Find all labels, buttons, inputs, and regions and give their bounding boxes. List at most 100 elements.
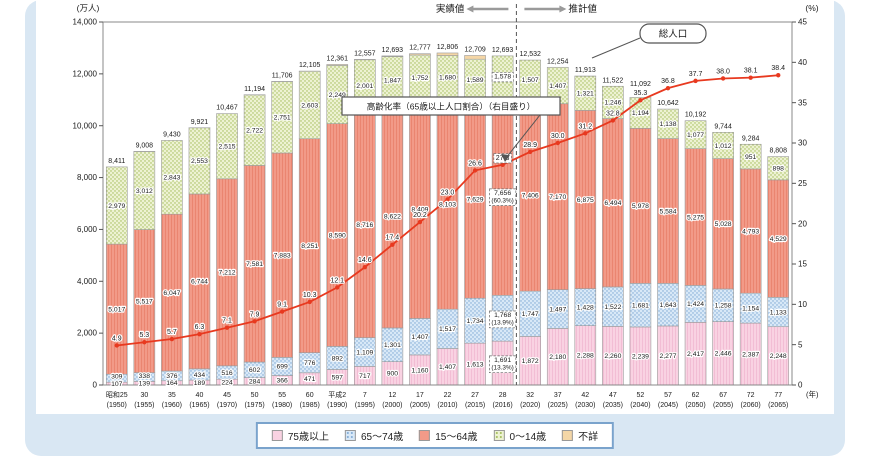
- aging-rate-point: [720, 76, 726, 81]
- segment-value-label: 6,875: [577, 197, 594, 204]
- segment-value-label: 1,301: [384, 342, 401, 349]
- legend-item-75plus: 75歳以上: [271, 428, 329, 443]
- highlight-box: [489, 310, 517, 329]
- right-axis-tick-label: 30: [798, 139, 807, 148]
- segment-value-label: 7,212: [219, 270, 236, 277]
- right-axis-tick-label: 40: [798, 58, 807, 67]
- total-label: 12,532: [519, 51, 541, 58]
- segment-value-label: 1,768: [494, 312, 511, 319]
- projection-arrow-head-icon: [559, 5, 567, 13]
- total-population-callout-label: 総人口: [659, 28, 688, 40]
- segment-value-label: 2,553: [191, 158, 208, 165]
- x-axis-year-label: (2055): [713, 402, 733, 409]
- rate-label: 10.3: [303, 292, 317, 299]
- segment-value-label: 139: [139, 380, 151, 387]
- legend-label-65to74: 65～74歳: [360, 432, 404, 443]
- total-label: 9,430: [163, 131, 181, 138]
- x-axis-era-label: 40: [196, 392, 204, 399]
- total-label: 12,254: [547, 58, 569, 65]
- segment-value-label: 1,258: [715, 303, 732, 310]
- segment-value-label: 1,872: [522, 358, 539, 365]
- bar-segment-0to14: [712, 132, 734, 159]
- x-axis-year-label: (2030): [575, 402, 595, 409]
- x-axis-era-label: 67: [719, 392, 727, 399]
- segment-value-label: 717: [359, 373, 371, 380]
- left-axis-tick-label: 6,000: [77, 225, 98, 234]
- aging-rate-point: [472, 168, 478, 173]
- segment-value-label: 1,424: [687, 301, 704, 308]
- total-label: 12,361: [327, 55, 349, 62]
- x-axis-era-label: 12: [388, 392, 396, 399]
- rate-label: 9.1: [277, 302, 287, 309]
- right-axis-tick-label: 5: [798, 340, 803, 349]
- right-axis-tick-label: 45: [798, 18, 807, 27]
- segment-value-label: 2,277: [659, 353, 676, 360]
- segment-value-label: 284: [249, 379, 261, 386]
- total-label: 9,744: [714, 123, 732, 130]
- rate-label: 28.9: [523, 142, 537, 149]
- aging-rate-point: [169, 336, 175, 342]
- rate-label: 5.3: [139, 332, 149, 339]
- segment-pct-label: (13.3%): [491, 364, 513, 371]
- segment-value-label: 7,656: [494, 190, 511, 197]
- rate-label: 26.6: [468, 160, 482, 167]
- total-callout-leader: [591, 37, 641, 59]
- bar-segment-unknown: [381, 55, 404, 57]
- segment-value-label: 1,522: [604, 304, 621, 311]
- x-axis-era-label: 52: [637, 392, 645, 399]
- segment-value-label: 7,170: [549, 194, 566, 201]
- segment-value-label: 900: [387, 371, 399, 378]
- total-label: 11,522: [602, 77, 623, 84]
- segment-value-label: 1,407: [549, 83, 566, 90]
- bar-segment-0to14: [657, 108, 679, 139]
- segment-value-label: 1,160: [411, 367, 428, 374]
- segment-value-label: 2,979: [108, 203, 125, 210]
- right-axis-tick-label: 15: [798, 260, 807, 269]
- segment-value-label: 1,407: [411, 334, 428, 341]
- actual-values-label: 実績値: [436, 3, 465, 15]
- segment-value-label: 2,001: [356, 83, 373, 90]
- actual-arrow-head-icon: [466, 5, 474, 13]
- segment-value-label: 951: [745, 154, 757, 161]
- aging-rate-point: [224, 325, 230, 330]
- x-axis-era-label: 62: [692, 392, 700, 399]
- segment-value-label: 1,847: [384, 78, 401, 85]
- x-axis-year-label: (2015): [465, 402, 485, 409]
- rate-label: 5.7: [167, 329, 177, 336]
- segment-value-label: 892: [332, 355, 344, 362]
- segment-value-label: 2,387: [742, 351, 759, 358]
- x-axis-era-label: 28: [499, 392, 507, 399]
- segment-value-label: 2,248: [770, 353, 787, 360]
- total-label: 12,105: [299, 62, 321, 69]
- aging-rate-point: [500, 162, 505, 167]
- x-axis-year-label: (2010): [437, 402, 457, 409]
- x-axis-year-label: (2005): [410, 402, 430, 409]
- x-axis-era-label: 27: [471, 392, 479, 399]
- bar-segment-0to14: [216, 113, 238, 180]
- segment-value-label: 1,428: [577, 304, 594, 311]
- segment-value-label: 1,643: [659, 302, 676, 309]
- rate-label: 14.6: [358, 257, 372, 264]
- total-label: 8,808: [769, 148, 787, 155]
- segment-value-label: 366: [276, 378, 288, 385]
- left-axis-tick-label: 10,000: [73, 121, 98, 130]
- aging-rate-point: [583, 131, 588, 136]
- segment-value-label: 516: [221, 370, 233, 377]
- aging-rate-point: [362, 265, 368, 270]
- total-label: 10,192: [685, 112, 707, 119]
- x-axis-year-label: (1980): [272, 402, 292, 409]
- segment-value-label: 2,417: [687, 351, 704, 358]
- bar-segment-unknown: [464, 55, 486, 60]
- bar-segment-unknown: [326, 64, 349, 66]
- x-axis-year-label: (2025): [548, 402, 568, 409]
- legend-label-75plus: 75歳以上: [287, 432, 329, 443]
- left-axis-tick-label: 14,000: [73, 18, 98, 27]
- segment-value-label: 4,529: [770, 236, 787, 243]
- segment-value-label: 434: [194, 372, 206, 379]
- total-label: 10,467: [216, 105, 238, 112]
- segment-value-label: 1,012: [715, 143, 732, 150]
- total-label: 12,709: [464, 46, 486, 53]
- highlight-box: [491, 72, 514, 83]
- x-axis-year-label: (2000): [382, 402, 402, 409]
- segment-value-label: 597: [332, 375, 344, 382]
